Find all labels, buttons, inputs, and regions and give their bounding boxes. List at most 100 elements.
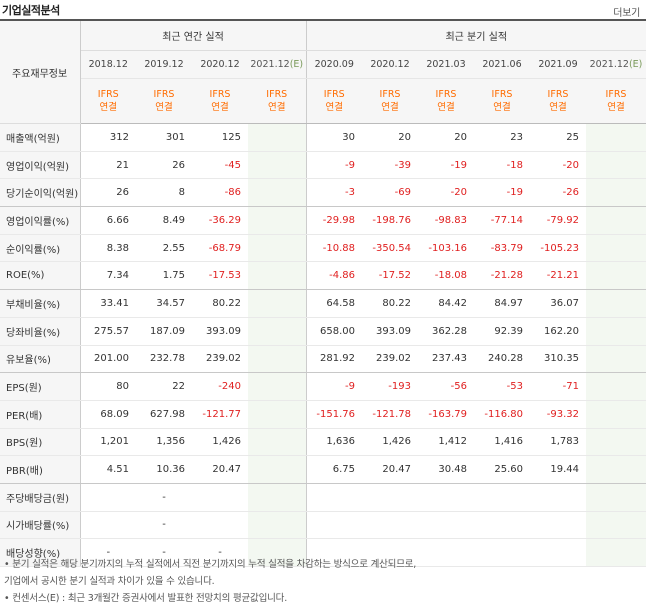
row-label: 순이익률(%) (0, 234, 81, 263)
table-cell: -4.86 (306, 261, 362, 291)
table-row: PBR(배) 4.51 10.36 20.47 6.75 20.47 30.48 25.60 1… (0, 455, 646, 484)
table-cell: -20 (418, 178, 474, 208)
table-cell: -53 (474, 372, 530, 401)
table-row: 부채비율(%) 33.41 34.57 80.22 64.58 80.22 84.42 84.… (0, 289, 646, 318)
table-cell: 33.41 (80, 289, 136, 318)
financial-rows: 매출액(억원) 312 301 125 30 20 20 23 25 영업이익(억원) 21 26 -4… (0, 123, 646, 567)
table-cell: 1.75 (136, 261, 192, 291)
row-label: 당좌비율(%) (0, 317, 81, 346)
table-cell: 658.00 (306, 317, 362, 346)
table-cell (248, 345, 307, 374)
table-cell: -121.77 (192, 400, 248, 429)
table-cell (586, 372, 646, 401)
table-cell (192, 483, 248, 512)
period-header: 2018.12 (80, 50, 136, 79)
table-cell: 8.38 (80, 234, 136, 263)
table-cell: -93.32 (530, 400, 586, 429)
table-cell: -103.16 (418, 234, 474, 263)
table-cell: -3 (306, 178, 362, 208)
table-cell: 2.55 (136, 234, 192, 263)
table-cell: -83.79 (474, 234, 530, 263)
table-cell: 20.47 (192, 455, 248, 484)
footnote-line: 기업에서 공시한 분기 실적과 차이가 있을 수 있습니다. (4, 576, 215, 587)
table-cell: -45 (192, 151, 248, 180)
ifrs-consolidated-label: IFRS 연결 (362, 78, 418, 124)
table-cell (248, 206, 307, 235)
footnote-line: • 분기 실적은 해당 분기까지의 누적 실적에서 직전 분기까지의 누적 실적… (4, 559, 417, 570)
row-label: 영업이익률(%) (0, 206, 81, 235)
table-cell (586, 345, 646, 374)
row-label: 유보율(%) (0, 345, 81, 374)
table-cell: -18 (474, 151, 530, 180)
table-cell: 237.43 (418, 345, 474, 374)
table-cell (248, 455, 307, 484)
table-row: BPS(원) 1,201 1,356 1,426 1,636 1,426 1,412 1,41… (0, 428, 646, 457)
table-cell (248, 151, 307, 180)
table-cell (586, 511, 646, 540)
table-cell (362, 511, 418, 540)
table-cell: -19 (418, 151, 474, 180)
table-cell: -29.98 (306, 206, 362, 235)
table-cell: -350.54 (362, 234, 418, 263)
table-cell: -39 (362, 151, 418, 180)
table-cell: 30 (306, 123, 362, 152)
table-cell: -69 (362, 178, 418, 208)
table-cell (586, 234, 646, 263)
table-cell: 1,412 (418, 428, 474, 457)
more-link[interactable]: 더보기 (613, 8, 640, 19)
table-cell: 7.34 (80, 261, 136, 291)
table-cell: 26 (136, 151, 192, 180)
table-cell (418, 538, 474, 567)
table-cell: - (192, 538, 248, 567)
table-cell (362, 538, 418, 567)
table-cell (248, 289, 307, 318)
table-cell: 25 (530, 123, 586, 152)
table-cell (530, 483, 586, 512)
table-cell: -79.92 (530, 206, 586, 235)
table-cell (586, 483, 646, 512)
table-cell: -198.76 (362, 206, 418, 235)
table-cell: 1,783 (530, 428, 586, 457)
table-row: 배당성향(%) - - - (0, 538, 646, 567)
table-row: 영업이익(억원) 21 26 -45 -9 -39 -19 -18 -20 (0, 151, 646, 180)
table-cell (586, 261, 646, 291)
table-cell: -17.53 (192, 261, 248, 291)
table-cell (306, 511, 362, 540)
table-row: PER(배) 68.09 627.98 -121.77 -151.76 -121.78 -1… (0, 400, 646, 429)
estimate-mark: (E) (628, 59, 643, 70)
table-cell: -240 (192, 372, 248, 401)
table-cell (530, 511, 586, 540)
table-row: 영업이익률(%) 6.66 8.49 -36.29 -29.98 -198.76 -98.8… (0, 206, 646, 235)
table-cell: 10.36 (136, 455, 192, 484)
table-cell (474, 538, 530, 567)
table-cell: -98.83 (418, 206, 474, 235)
period-header: 2021.03 (418, 50, 474, 79)
table-cell: 239.02 (362, 345, 418, 374)
table-row: 유보율(%) 201.00 232.78 239.02 281.92 239.02 237.… (0, 345, 646, 374)
row-label: 배당성향(%) (0, 538, 81, 567)
table-cell: -116.80 (474, 400, 530, 429)
table-cell (418, 511, 474, 540)
table-cell: -68.79 (192, 234, 248, 263)
table-cell: 187.09 (136, 317, 192, 346)
table-cell: -151.76 (306, 400, 362, 429)
table-cell: 281.92 (306, 345, 362, 374)
table-cell: 1,426 (192, 428, 248, 457)
table-cell (586, 317, 646, 346)
period-header: 2020.12 (362, 50, 418, 79)
table-cell (192, 511, 248, 540)
row-label: 당기순이익(억원) (0, 178, 81, 208)
table-cell: 34.57 (136, 289, 192, 318)
table-cell (80, 511, 136, 540)
table-cell: 310.35 (530, 345, 586, 374)
table-cell (586, 123, 646, 152)
ifrs-consolidated-label: IFRS 연결 (306, 78, 362, 124)
table-cell: -26 (530, 178, 586, 208)
table-cell: 22 (136, 372, 192, 401)
table-cell: - (136, 483, 192, 512)
period-label: 2021.12 (589, 59, 629, 70)
table-cell: -36.29 (192, 206, 248, 235)
ifrs-consolidated-label: IFRS 연결 (586, 78, 646, 124)
table-cell (248, 178, 307, 208)
table-cell (248, 234, 307, 263)
